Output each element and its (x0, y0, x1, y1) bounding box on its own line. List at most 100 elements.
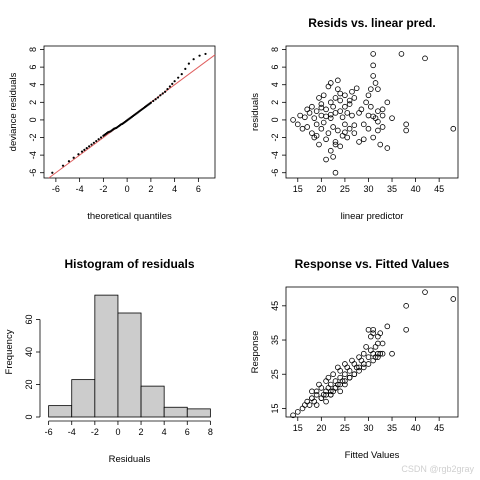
p3-point-12 (318, 385, 325, 391)
p1-point-69 (370, 134, 376, 141)
p1-point-94 (337, 90, 343, 97)
p0-x-tick-label-1: -4 (76, 184, 84, 194)
p3-point-85 (337, 381, 343, 388)
p1-point-21 (323, 106, 329, 113)
p1-point-63 (365, 125, 372, 132)
p3-point-10 (313, 402, 320, 408)
p3-point-84 (332, 385, 339, 391)
p1-point-40 (337, 108, 343, 114)
p1-point-55 (351, 130, 358, 136)
p1-point-38 (335, 127, 341, 134)
p1-point-47 (342, 103, 348, 110)
p1-point-39 (335, 77, 341, 84)
p1-point-72 (375, 108, 381, 114)
p0-point-67 (184, 67, 187, 70)
p1-point-97 (323, 156, 329, 163)
p3-point-33 (346, 368, 353, 374)
resids-vs-linear-pred-panel: Resids vs. linear pred.15 20 25 30 35 40 45-6-… (250, 16, 459, 222)
p3-point-17 (325, 385, 332, 391)
p0-point-3 (72, 156, 75, 159)
p0-y-tick-label-1: -4 (28, 151, 38, 159)
p1-point-1 (294, 121, 301, 128)
p0-y-tick-label-6: 6 (28, 65, 38, 70)
p1-point-82 (403, 121, 409, 128)
p0-point-60 (164, 90, 167, 93)
p2-y-axis-label: Frequency (4, 329, 15, 374)
p0-point-9 (90, 143, 93, 146)
p0-point-13 (99, 136, 103, 139)
p3-plot-frame (285, 286, 459, 418)
p3-point-77 (365, 361, 372, 367)
p3-point-59 (379, 350, 386, 357)
p2-x-tick-label-4: 2 (139, 427, 144, 437)
p3-x-tick-label-0: 15 (293, 423, 303, 433)
p3-point-47 (368, 333, 374, 340)
p1-x-tick-label-3: 30 (363, 184, 373, 194)
p3-point-23 (332, 378, 339, 384)
p1-point-22 (323, 136, 329, 143)
p1-y-tick-label-5: 4 (270, 82, 280, 87)
p2-bar-2 (94, 294, 119, 418)
p1-point-25 (325, 130, 332, 136)
p0-x-axis-label: theoretical quantiles (87, 211, 172, 222)
p1-point-37 (335, 86, 341, 92)
p1-point-27 (327, 115, 334, 121)
p1-point-41 (337, 143, 343, 150)
p3-point-0 (290, 412, 296, 419)
p3-point-45 (365, 326, 372, 333)
p0-point-70 (198, 54, 201, 57)
p2-y-tick-label-2: 40 (24, 347, 34, 357)
p0-point-8 (88, 145, 91, 148)
p0-point-11 (95, 139, 98, 143)
p1-y-axis-label: residuals (250, 93, 261, 131)
p2-bar-3 (117, 312, 142, 418)
p1-y-tick-label-4: 2 (270, 100, 280, 105)
p1-point-43 (339, 114, 346, 121)
p0-point-1 (61, 164, 65, 167)
p3-x-axis-label: Fitted Values (345, 450, 400, 461)
p1-y-tick-label-2: -2 (270, 134, 280, 142)
p1-point-5 (304, 106, 311, 113)
p3-y-tick-label-0: 15 (270, 403, 280, 413)
p3-x-tick-label-2: 25 (340, 423, 350, 433)
p3-y-tick-label-3: 45 (270, 301, 280, 311)
p1-point-4 (302, 114, 308, 121)
p3-y-axis-label: Response (250, 331, 261, 374)
p1-point-61 (363, 99, 369, 106)
p1-x-tick-label-6: 45 (434, 184, 444, 194)
p3-point-27 (337, 374, 343, 381)
p3-point-82 (323, 391, 329, 398)
p3-y-tick-label-2: 35 (270, 335, 280, 345)
p3-point-15 (323, 378, 329, 384)
p1-point-74 (375, 86, 381, 92)
p0-y-tick-label-7: 8 (28, 47, 38, 52)
p3-point-2 (299, 405, 306, 412)
p3-point-53 (372, 344, 379, 350)
p2-bar-6 (186, 408, 211, 418)
p3-point-87 (346, 374, 353, 381)
p3-point-67 (318, 395, 325, 401)
p1-x-tick-label-1: 20 (316, 184, 326, 194)
p0-point-57 (156, 96, 160, 99)
p1-point-2 (297, 112, 303, 119)
p1-point-67 (370, 62, 376, 69)
p0-x-tick-label-5: 4 (172, 184, 177, 194)
p1-point-98 (318, 104, 325, 111)
p3-point-41 (358, 357, 365, 364)
p2-y-tick-label-0: 0 (24, 414, 34, 419)
p1-point-17 (318, 125, 325, 132)
p0-point-62 (168, 85, 171, 88)
p1-title: Resids vs. linear pred. (308, 16, 435, 30)
p0-y-tick-label-2: -2 (28, 134, 38, 142)
p1-point-65 (368, 103, 374, 110)
p3-point-8 (311, 398, 318, 405)
watermark: CSDN @rgb2gray (401, 464, 474, 474)
p3-point-30 (342, 371, 348, 378)
p0-point-63 (171, 82, 174, 85)
p0-point-56 (154, 98, 157, 101)
p0-point-55 (152, 99, 155, 103)
p3-point-39 (356, 354, 362, 360)
p1-point-51 (346, 125, 353, 132)
p1-point-0 (290, 117, 296, 123)
p1-point-80 (389, 115, 395, 121)
